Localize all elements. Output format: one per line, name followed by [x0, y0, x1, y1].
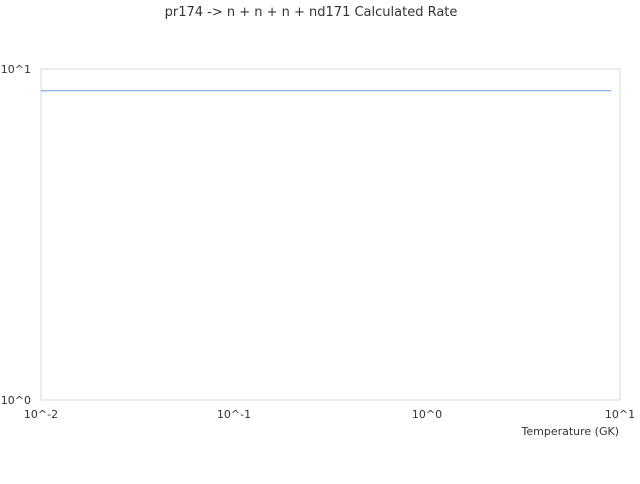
x-axis-label: Temperature (GK) [521, 425, 620, 438]
x-tick-label: 10^-2 [24, 408, 58, 421]
chart-title: pr174 -> n + n + n + nd171 Calculated Ra… [165, 5, 458, 20]
y-tick-label: 10^1 [1, 63, 31, 76]
x-tick-label: 10^-1 [217, 408, 251, 421]
x-tick-label: 10^0 [412, 408, 442, 421]
x-tick-label: 10^1 [605, 408, 635, 421]
y-tick-label: 10^0 [1, 394, 31, 407]
plot-area [40, 68, 621, 401]
